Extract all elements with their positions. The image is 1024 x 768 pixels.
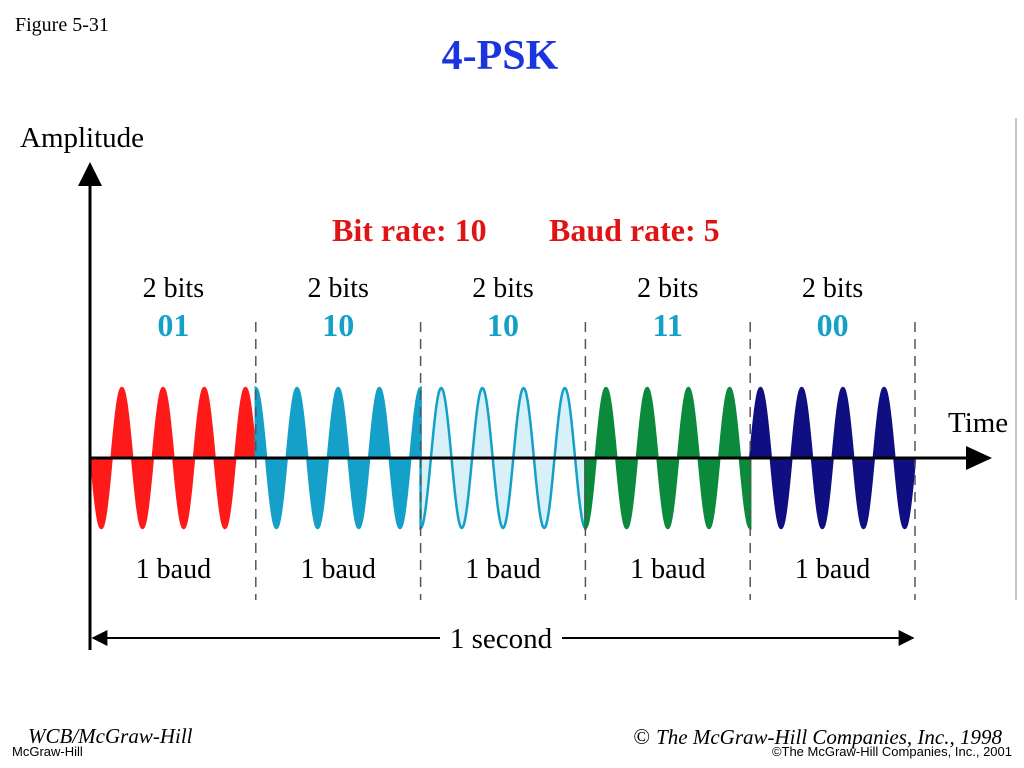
baud-separators <box>255 322 916 600</box>
amplitude-axis-label: Amplitude <box>20 122 144 154</box>
bits-label-1: 2 bits <box>143 273 204 304</box>
bits-label-4: 2 bits <box>637 273 698 304</box>
bits-label-5: 2 bits <box>802 273 863 304</box>
bits-label-3: 2 bits <box>472 273 533 304</box>
bit-rate-label: Bit rate: 10 <box>332 212 487 248</box>
baud-label-4: 1 baud <box>630 554 705 585</box>
baud-label-2: 1 baud <box>300 554 375 585</box>
baud-label-3: 1 baud <box>465 554 540 585</box>
footer-small-publisher: McGraw-Hill <box>12 744 83 759</box>
slide-title: 4-PSK <box>441 33 559 79</box>
duration-label: 1 second <box>450 623 553 655</box>
baud-rate-label: Baud rate: 5 <box>549 212 720 248</box>
time-axis-arrow <box>966 446 992 470</box>
bit-code-2: 10 <box>322 307 354 343</box>
bit-code-1: 01 <box>157 307 189 343</box>
bit-code-3: 10 <box>487 307 519 343</box>
footer-copyright: © The McGraw-Hill Companies, Inc., 1998 <box>633 724 1002 750</box>
footer-publisher: WCB/McGraw-Hill <box>28 724 193 748</box>
bits-label-2: 2 bits <box>307 273 368 304</box>
bit-code-4: 11 <box>653 307 683 343</box>
time-axis-label: Time <box>948 407 1008 439</box>
amplitude-axis-arrow <box>78 162 102 186</box>
footer-small-copyright: ©The McGraw-Hill Companies, Inc., 2001 <box>771 744 1012 759</box>
copyright-symbol: © <box>633 724 651 749</box>
footer-copyright-text: The McGraw-Hill Companies, Inc., 1998 <box>656 725 1002 749</box>
figure-label: Figure 5-31 <box>15 14 109 36</box>
bit-code-5: 00 <box>817 307 849 343</box>
baud-label-5: 1 baud <box>795 554 870 585</box>
baud-label-1: 1 baud <box>136 554 211 585</box>
